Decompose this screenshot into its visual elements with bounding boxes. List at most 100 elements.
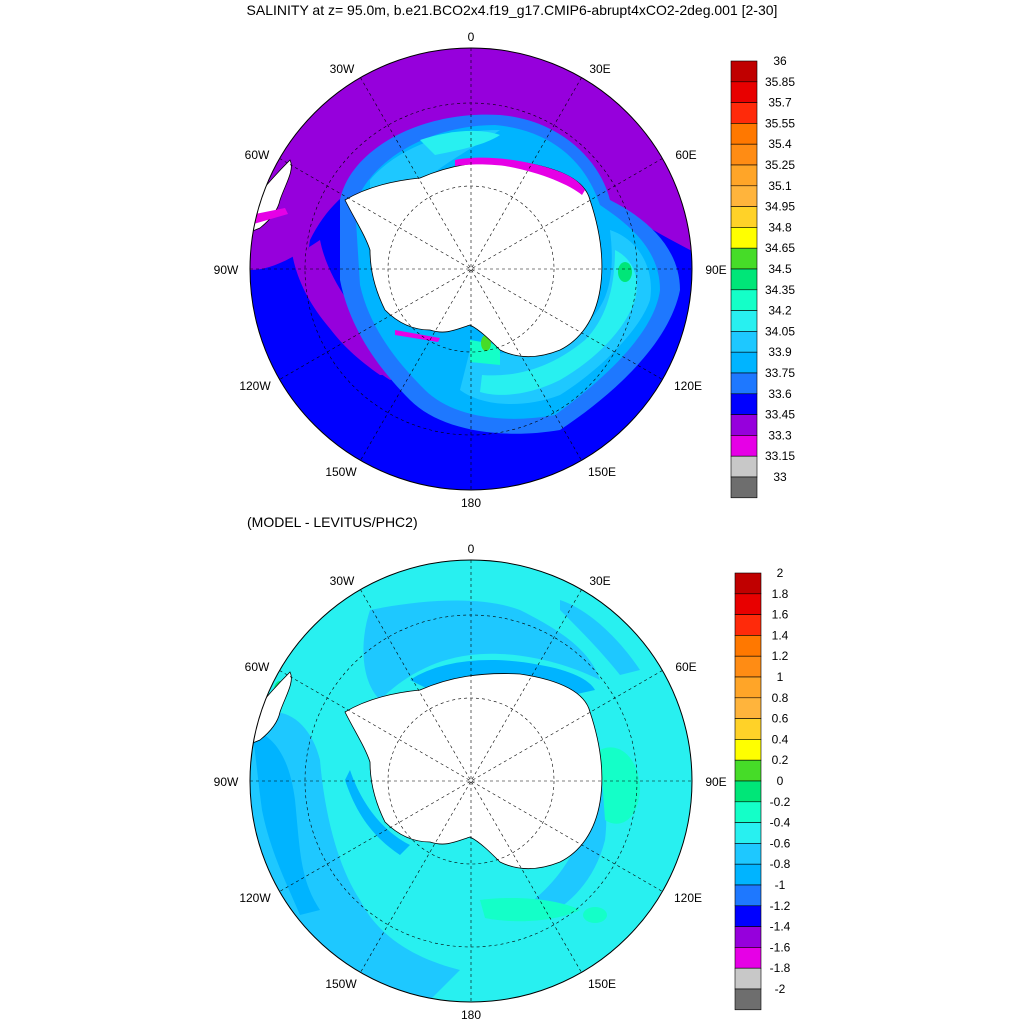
colorbar-swatch [734,655,762,678]
colorbar-label: 33.75 [765,366,795,380]
difference-map [249,559,693,1003]
lon-label-60w: 60W [245,148,270,162]
colorbar-swatch [734,988,762,1011]
colorbar-label: -1.4 [770,920,791,934]
lon-label-120e: 120E [674,891,702,905]
colorbar-swatch [734,739,762,761]
colorbar-label: 33.9 [768,345,792,359]
lon-label-30e: 30E [589,62,610,76]
lon-label-120w: 120W [239,891,271,905]
colorbar-label: -0.4 [770,816,791,830]
colorbar-swatch [730,247,758,270]
colorbar-label: -0.2 [770,795,791,809]
colorbar-label: 34.2 [768,304,792,318]
colorbar-label: 35.7 [768,96,792,110]
colorbar-label: 33.6 [768,387,792,401]
lon-label-120e: 120E [674,379,702,393]
colorbar-swatch [734,572,762,595]
colorbar-label: 2 [777,566,784,580]
colorbar-label: 0.8 [772,691,789,705]
colorbar-label: -1.2 [770,899,791,913]
colorbar-label: 35.55 [765,116,795,130]
colorbar-label: -1.6 [770,940,791,954]
colorbar-label: 34.8 [768,220,792,234]
colorbar-swatch [730,185,758,207]
lon-label-60e: 60E [675,148,696,162]
lon-label-30w: 30W [330,574,355,588]
colorbar-swatch [734,635,762,657]
colorbar-swatch [730,227,758,249]
lon-label-0: 0 [468,30,475,44]
colorbar-swatch [730,435,758,457]
lon-label-60e: 60E [675,660,696,674]
colorbar-label: 33.15 [765,449,795,463]
colorbar-swatch [730,372,758,395]
colorbar-label: 33.3 [768,428,792,442]
colorbar-label: 35.1 [768,179,792,193]
colorbar-swatch [730,310,758,332]
colorbar-label: 1.6 [772,608,789,622]
colorbar-label: -1.8 [770,961,791,975]
colorbar-label: 34.05 [765,324,795,338]
colorbar-label: 35.85 [765,75,795,89]
colorbar-label: 1.2 [772,649,789,663]
colorbar-top: 36 35.85 35.7 35.55 35.4 35.25 35.1 34.95 34.8 34… [730,54,795,499]
colorbar-swatch [734,863,762,886]
colorbar-swatch [734,843,762,865]
colorbar-bottom: 2 1.8 1.6 1.4 1.2 1 0.8 0.6 0.4 0.2 0 -0.2 -0.4 -0.6 -… [734,566,791,1011]
colorbar-swatch [730,351,758,374]
lon-label-150e: 150E [588,465,616,479]
colorbar-label: 1.4 [772,628,789,642]
colorbar-label: -0.8 [770,857,791,871]
colorbar-swatch [730,143,758,166]
lon-label-150w: 150W [325,465,357,479]
colorbar-swatch [730,60,758,83]
colorbar-swatch [730,289,758,311]
colorbar-swatch [734,947,762,969]
colorbar-label: -0.6 [770,836,791,850]
lon-label-90e: 90E [705,775,726,789]
colorbar-swatch [734,614,762,636]
lon-label-150w: 150W [325,977,357,991]
lon-label-60w: 60W [245,660,270,674]
colorbar-swatch [734,967,762,990]
lon-label-30e: 30E [589,574,610,588]
colorbar-swatch [730,206,758,228]
colorbar-swatch [730,476,758,499]
colorbar-swatch [734,780,762,803]
colorbar-swatch [734,926,762,948]
colorbar-label: 34.5 [768,262,792,276]
colorbar-label: 0 [777,774,784,788]
colorbar-swatch [734,801,762,823]
colorbar-swatch [730,164,758,187]
colorbar-label: 34.35 [765,283,795,297]
colorbar-label: 35.25 [765,158,795,172]
colorbar-label: 1.8 [772,587,789,601]
colorbar-swatch [730,268,758,291]
colorbar-swatch [734,759,762,782]
colorbar-label: 33 [773,470,787,484]
lon-label-0: 0 [468,542,475,556]
longitude-labels-top: 0 30E 60E 90E 120E 150E 180 150W 120W 90… [214,30,727,510]
colorbar-swatch [730,455,758,478]
colorbar-label: 0.4 [772,732,789,746]
lon-label-90w: 90W [214,263,239,277]
colorbar-swatch [734,593,762,615]
colorbar-label: 36 [773,54,787,68]
page-title: SALINITY at z= 95.0m, b.e21.BCO2x4.f19_g… [246,2,778,18]
colorbar-swatch [734,697,762,719]
colorbar-swatch [730,414,758,436]
lon-label-120w: 120W [239,379,271,393]
colorbar-swatch [734,905,762,927]
lon-label-150e: 150E [588,977,616,991]
colorbar-label: 1 [777,670,784,684]
lon-label-90e: 90E [705,263,726,277]
colorbar-swatch [734,822,762,844]
difference-subtitle: (MODEL - LEVITUS/PHC2) [247,514,418,530]
colorbar-label: 34.95 [765,200,795,214]
salinity-map [249,47,693,491]
lon-label-180: 180 [461,1008,481,1022]
colorbar-label: 33.45 [765,408,795,422]
colorbar-label: -1 [775,878,786,892]
